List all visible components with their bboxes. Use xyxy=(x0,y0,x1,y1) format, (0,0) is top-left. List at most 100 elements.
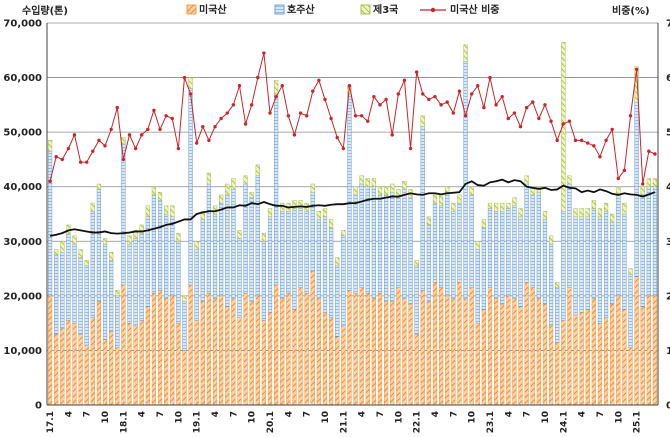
bar-3rd xyxy=(390,183,395,193)
bar-3rd xyxy=(90,202,95,212)
bar-us xyxy=(127,322,132,406)
bar-au xyxy=(390,191,395,302)
share-point xyxy=(561,122,565,126)
bar-au xyxy=(512,205,517,299)
left-tick-label: 50,000 xyxy=(3,128,42,139)
share-point xyxy=(109,127,113,132)
bar-au xyxy=(640,194,645,307)
bar-au xyxy=(231,189,236,299)
x-tick-label: 4 xyxy=(431,411,441,417)
share-point xyxy=(231,103,236,107)
legend-label-us: 미국산 xyxy=(199,3,227,16)
bar-3rd xyxy=(628,268,633,275)
share-point xyxy=(243,122,248,126)
bar-au xyxy=(310,191,315,272)
bar-3rd xyxy=(396,189,401,198)
share-point xyxy=(592,144,596,148)
bar-au xyxy=(157,200,163,291)
bar-us xyxy=(267,312,273,406)
share-point xyxy=(586,141,590,145)
left-tick-label: 40,000 xyxy=(3,182,42,193)
bar-3rd xyxy=(597,208,603,217)
right-tick-label: 0 xyxy=(666,401,670,412)
bar-au xyxy=(426,224,431,302)
share-point xyxy=(176,146,181,151)
bar-3rd xyxy=(280,202,285,212)
bar-3rd xyxy=(439,194,444,207)
bar-us xyxy=(66,320,71,406)
share-point xyxy=(653,152,657,156)
bar-au xyxy=(206,183,212,294)
bar-us xyxy=(249,301,254,406)
share-point xyxy=(433,94,437,99)
share-point xyxy=(152,108,156,113)
bar-au xyxy=(652,186,658,297)
x-tick-label: 18.1 xyxy=(119,411,129,433)
share-point xyxy=(262,51,266,55)
bar-3rd xyxy=(548,235,554,245)
bar-au xyxy=(188,88,193,286)
bar-us xyxy=(329,317,334,406)
legend-label-share: 미국산 비중 xyxy=(450,3,499,16)
share-point xyxy=(201,124,205,129)
bar-us xyxy=(640,306,645,406)
share-point xyxy=(85,160,89,164)
bar-au xyxy=(396,197,401,288)
bar-3rd xyxy=(200,211,205,220)
share-point xyxy=(311,89,315,93)
share-point xyxy=(610,127,614,132)
bar-us xyxy=(634,276,639,406)
bar-3rd xyxy=(603,202,609,212)
bar-us xyxy=(384,301,389,406)
bar-3rd xyxy=(133,230,138,239)
share-point xyxy=(402,78,407,83)
right-tick-label: 50 xyxy=(666,128,670,139)
bar-us xyxy=(322,312,328,406)
bar-au xyxy=(225,194,230,307)
share-point xyxy=(641,182,645,186)
x-tick-label: 4 xyxy=(138,411,148,417)
bar-us xyxy=(200,301,205,406)
share-point xyxy=(622,168,627,173)
bar-3rd xyxy=(591,200,596,209)
bar-3rd xyxy=(341,230,346,237)
share-point xyxy=(372,94,376,99)
x-tick-label: 10 xyxy=(321,411,331,424)
bar-3rd xyxy=(249,191,254,198)
bar-3rd xyxy=(157,191,163,201)
bar-3rd xyxy=(176,232,181,242)
bar-3rd xyxy=(298,200,303,209)
x-tick-label: 4 xyxy=(358,411,368,417)
bar-au xyxy=(420,126,425,291)
share-point xyxy=(341,146,346,151)
bar-3rd xyxy=(377,186,383,196)
right-tick-label: 70 xyxy=(666,19,670,30)
share-point xyxy=(121,157,126,162)
bar-au xyxy=(335,265,340,337)
bar-3rd xyxy=(182,295,187,302)
bar-us xyxy=(542,303,548,406)
share-point xyxy=(378,103,382,107)
bar-3rd xyxy=(329,219,334,228)
share-point xyxy=(72,133,77,137)
bar-3rd xyxy=(353,186,358,196)
bar-au xyxy=(371,186,376,299)
x-tick-label: 22.1 xyxy=(413,411,423,433)
bar-au xyxy=(359,183,364,288)
bar-3rd xyxy=(475,241,480,250)
bar-us xyxy=(151,292,157,406)
legend-swatch-us xyxy=(186,4,197,15)
bar-us xyxy=(652,295,658,406)
x-tick-label: 7 xyxy=(83,411,93,417)
share-point xyxy=(188,92,193,96)
bar-3rd xyxy=(414,260,419,267)
bar-us xyxy=(567,287,572,406)
x-tick-label: 10 xyxy=(394,411,404,424)
x-tick-label: 10 xyxy=(248,411,258,424)
x-tick-label: 24.1 xyxy=(559,411,569,433)
share-line xyxy=(49,52,656,185)
bar-au xyxy=(182,301,187,351)
bar-3rd xyxy=(102,238,108,245)
share-point xyxy=(347,84,352,88)
bar-au xyxy=(469,194,474,288)
